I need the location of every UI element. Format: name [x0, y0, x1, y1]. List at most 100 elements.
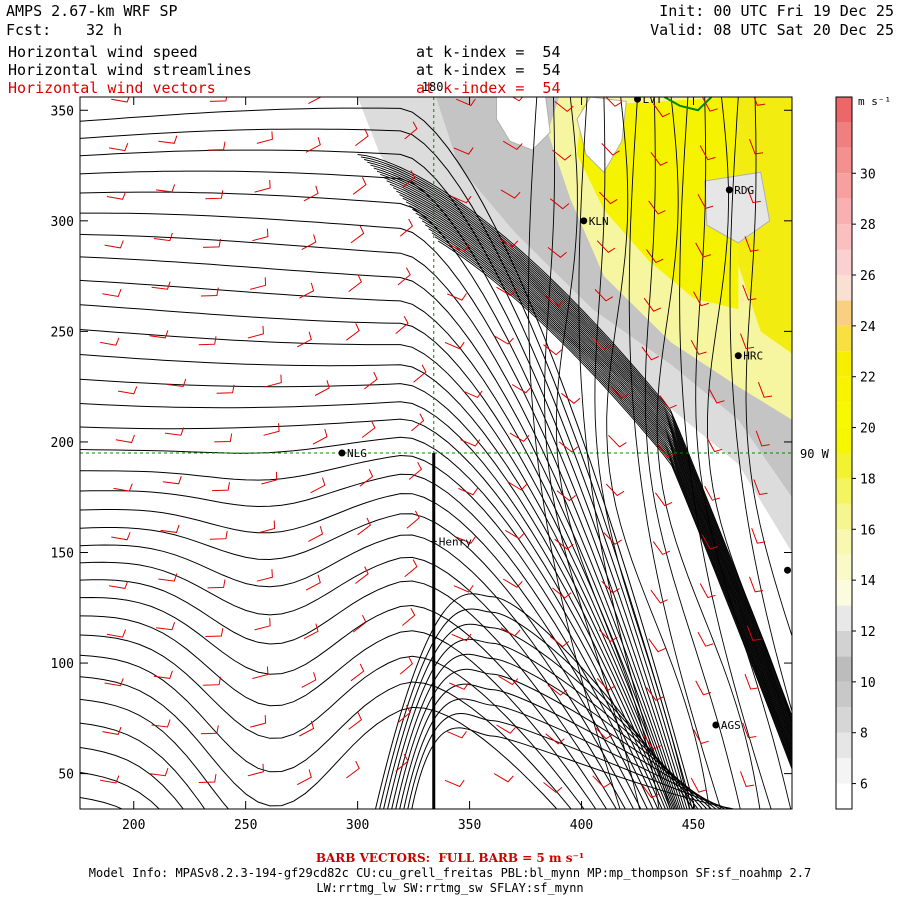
- streamline: [628, 97, 722, 809]
- x-tick-label: 200: [122, 818, 145, 833]
- wind-barb: [543, 344, 563, 356]
- wind-barb: [648, 638, 666, 653]
- wind-barb: [209, 530, 228, 540]
- wind-barb: [402, 170, 416, 189]
- streamline: [80, 771, 161, 809]
- station-label: AGS: [721, 719, 741, 732]
- wind-barb: [250, 277, 267, 290]
- wind-barb: [151, 281, 171, 290]
- wind-barb: [500, 189, 521, 199]
- wind-barb: [404, 559, 418, 578]
- station: [784, 566, 792, 574]
- wind-barb: [308, 526, 324, 542]
- wind-barb: [599, 629, 618, 643]
- wind-barb: [265, 374, 282, 388]
- wind-barb: [547, 684, 567, 696]
- wind-barb: [592, 775, 611, 789]
- streamline: [395, 668, 717, 809]
- colorbar-bin: [836, 173, 852, 199]
- streamline: [364, 159, 792, 721]
- wind-barb: [701, 97, 718, 112]
- wind-barb: [352, 177, 367, 195]
- wind-barb: [449, 682, 470, 690]
- streamline: [80, 256, 679, 809]
- streamline: [389, 183, 792, 738]
- colorbar-bin: [836, 758, 852, 784]
- field-1-name: Horizontal wind speed: [8, 43, 198, 61]
- streamline: [80, 797, 124, 809]
- streamline: [80, 596, 608, 809]
- wind-barb: [413, 364, 427, 383]
- shade-yellow: [577, 97, 739, 310]
- wind-barb: [558, 441, 579, 453]
- init-time: Init: 00 UTC Fri 19 Dec 25: [659, 2, 894, 20]
- wind-barb: [601, 143, 620, 156]
- wind-barb: [561, 392, 581, 404]
- wind-barb: [357, 97, 359, 98]
- wind-barb: [605, 483, 625, 497]
- wind-barb: [357, 517, 372, 536]
- land-patch: [496, 97, 551, 151]
- streamline: [379, 608, 699, 809]
- wind-barb: [200, 725, 219, 735]
- wind-barb: [740, 771, 755, 787]
- wind-barb: [652, 103, 671, 118]
- wind-barb: [451, 195, 472, 204]
- colorbar-bin: [836, 503, 852, 530]
- wind-barb: [303, 185, 319, 202]
- streamline: [80, 747, 184, 809]
- wind-barb: [498, 238, 519, 248]
- colorbar-bin: [836, 147, 852, 174]
- colorbar-bin: [836, 478, 852, 504]
- streamline: [544, 97, 641, 809]
- streamline: [80, 654, 572, 809]
- streamline: [80, 615, 597, 809]
- streamline: [405, 201, 792, 749]
- wind-barb: [397, 705, 411, 724]
- forecast-hour: 32 h: [86, 21, 123, 39]
- wind-barb: [641, 346, 659, 361]
- wind-barb: [447, 731, 467, 739]
- field-1-level: at k-index = 54: [416, 43, 561, 61]
- wind-barb: [505, 529, 525, 540]
- streamline: [80, 513, 642, 809]
- wind-barb: [493, 335, 514, 345]
- wind-barb: [511, 97, 524, 102]
- colorbar-tick-label: 20: [860, 422, 876, 437]
- wind-barb: [301, 234, 317, 251]
- wind-barb: [305, 574, 321, 591]
- colorbar-bin: [836, 351, 852, 377]
- wind-barb: [742, 722, 757, 739]
- station-label: NLG: [347, 447, 367, 460]
- station: NLG: [338, 447, 367, 460]
- field-3-name: Horizontal wind vectors: [8, 79, 216, 97]
- streamline: [80, 233, 681, 809]
- wind-barb: [314, 380, 330, 396]
- colorbar-bin: [836, 325, 852, 352]
- field-2-level: at k-index = 54: [416, 61, 561, 79]
- streamline: [729, 97, 792, 713]
- colorbar-tick-label: 8: [860, 727, 868, 742]
- wind-barb: [502, 578, 523, 588]
- wind-barb: [156, 184, 176, 193]
- wind-barb: [399, 218, 414, 237]
- streamline: [396, 190, 792, 742]
- wind-barb: [153, 670, 173, 679]
- wind-barb: [151, 719, 171, 728]
- colorbar-bin: [836, 554, 852, 581]
- wind-barb: [697, 631, 714, 647]
- colorbar-frame: [835, 96, 853, 810]
- colorbar-bin: [836, 681, 852, 708]
- wind-barb: [261, 471, 278, 485]
- wind-barb: [462, 390, 483, 399]
- wind-barb: [749, 576, 764, 593]
- model-title: AMPS 2.67-km WRF SP: [6, 2, 178, 20]
- station-markers: LVT RDG KLN HRC NLG Henry AGS: [338, 97, 792, 732]
- station: RDG: [725, 184, 754, 197]
- station-marker: [712, 721, 720, 729]
- y-tick-label: 150: [51, 547, 74, 562]
- wind-barb: [205, 628, 224, 637]
- wind-barb: [744, 673, 759, 690]
- wind-barb: [596, 678, 616, 691]
